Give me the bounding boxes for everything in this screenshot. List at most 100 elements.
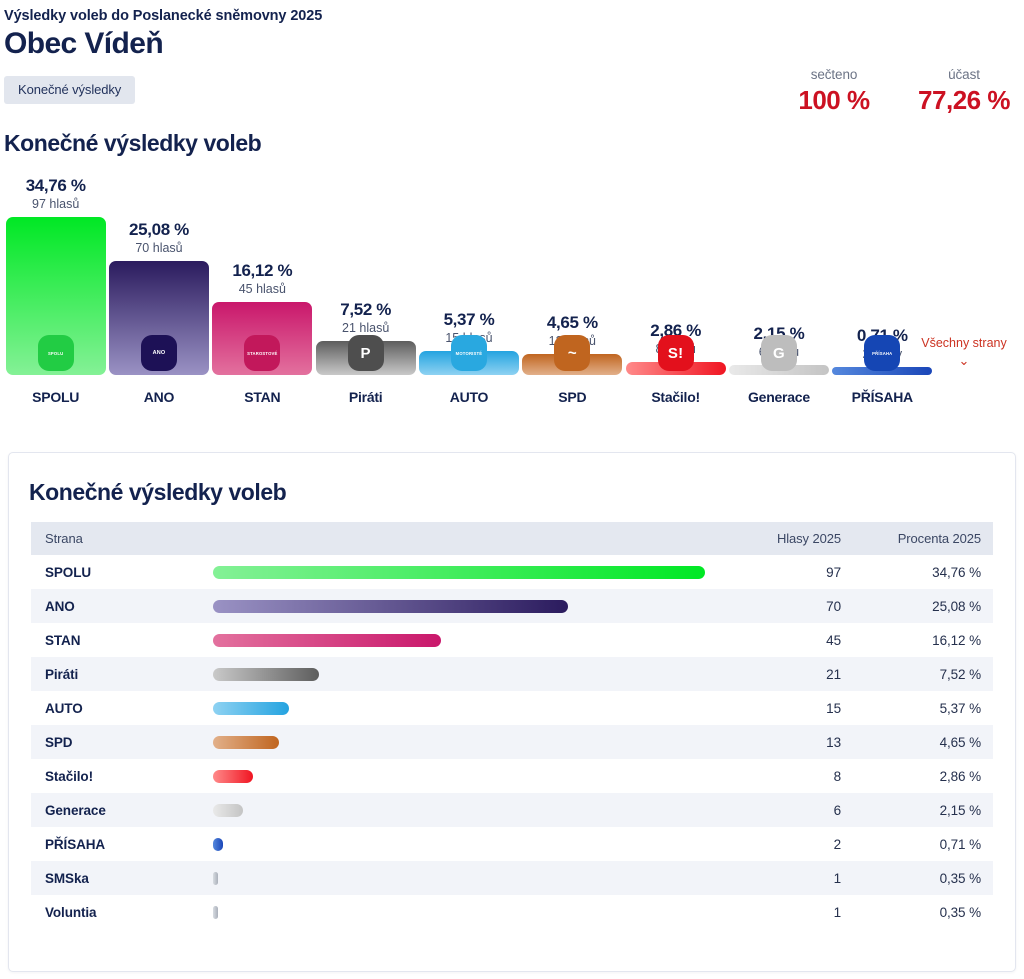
row-bar-shape — [213, 804, 243, 817]
cell-percent: 4,65 % — [853, 725, 993, 759]
party-logo-psaha-icon: PŘÍSAHA — [864, 335, 900, 371]
table-row[interactable]: PŘÍSAHA 20,71 % — [31, 827, 993, 861]
cell-party-name: AUTO — [31, 691, 201, 725]
cell-party-name: ANO — [31, 589, 201, 623]
bar-percent-label: 7,52 % — [314, 300, 417, 319]
header-stats: sečteno 100 % účast 77,26 % — [788, 68, 1010, 114]
chart-bar-spd[interactable]: 4,65 %13 hlasů~ — [521, 167, 624, 375]
bar-shape: S! — [626, 362, 726, 375]
bar-shape: STAROSTOVÉ — [212, 302, 312, 375]
table-row[interactable]: Generace62,15 % — [31, 793, 993, 827]
cell-percent: 16,12 % — [853, 623, 993, 657]
bar-percent-label: 34,76 % — [4, 176, 107, 195]
table-row[interactable]: ANO7025,08 % — [31, 589, 993, 623]
party-logo-spd-icon: ~ — [554, 335, 590, 371]
bar-label-group: 34,76 % 97 hlasů — [4, 176, 107, 211]
chart-bar-generace[interactable]: 2,15 %6 hlasůG — [727, 167, 830, 375]
row-bar-shape — [213, 872, 218, 885]
cell-percent: 34,76 % — [853, 555, 993, 589]
table-row[interactable]: Piráti217,52 % — [31, 657, 993, 691]
table-row[interactable]: Voluntia 10,35 % — [31, 895, 993, 929]
table-row[interactable]: STAN4516,12 % — [31, 623, 993, 657]
page-kicker: Výsledky voleb do Poslanecké sněmovny 20… — [4, 6, 1012, 24]
axis-label-spd: SPD — [521, 389, 624, 405]
results-table: Strana Hlasy 2025 Procenta 2025 SPOLU 973… — [31, 522, 993, 929]
stat-counted-label: sečteno — [788, 68, 880, 83]
chart-section: Konečné výsledky voleb 34,76 %97 hlasůSP… — [0, 130, 1024, 440]
cell-bar — [201, 759, 723, 793]
chart-bar-pirti[interactable]: 7,52 % 21 hlasůP — [314, 167, 417, 375]
table-row[interactable]: SPOLU 9734,76 % — [31, 555, 993, 589]
cell-bar — [201, 725, 723, 759]
party-logo-pirti-icon: P — [348, 335, 384, 371]
table-header-row: Strana Hlasy 2025 Procenta 2025 — [31, 522, 993, 555]
cell-percent: 0,35 % — [853, 861, 993, 895]
bar-votes-label: 97 hlasů — [4, 197, 107, 211]
axis-label-psaha: PŘÍSAHA — [831, 389, 934, 405]
bar-percent-label: 25,08 % — [107, 220, 210, 239]
bar-votes-label: 45 hlasů — [211, 282, 314, 296]
status-badge: Konečné výsledky — [4, 76, 135, 104]
cell-percent: 0,71 % — [853, 827, 993, 861]
axis-label-ano: ANO — [107, 389, 210, 405]
cell-party-name: PŘÍSAHA — [31, 827, 201, 861]
cell-votes: 8 — [723, 759, 853, 793]
chart-bar-stailo[interactable]: 2,86 %8 hlasůS! — [624, 167, 727, 375]
cell-votes: 97 — [723, 555, 853, 589]
cell-percent: 0,35 % — [853, 895, 993, 929]
all-parties-label: Všechny strany — [921, 336, 1006, 350]
chart-bar-auto[interactable]: 5,37 %15 hlasůMOTORISTÉ — [417, 167, 520, 375]
cell-bar — [201, 861, 723, 895]
bar-percent-label: 16,12 % — [211, 261, 314, 280]
axis-label-stan: STAN — [211, 389, 314, 405]
cell-votes: 15 — [723, 691, 853, 725]
party-logo-ano-icon: ANO — [141, 335, 177, 371]
table-row[interactable]: Stačilo!82,86 % — [31, 759, 993, 793]
all-parties-toggle[interactable]: Všechny strany ⌄ — [912, 336, 1016, 369]
bar-shape: ANO — [109, 261, 209, 375]
th-percent: Procenta 2025 — [853, 522, 993, 555]
cell-percent: 5,37 % — [853, 691, 993, 725]
chart-bars: 34,76 %97 hlasůSPOLU25,08 %70 hlasůANO16… — [4, 167, 934, 375]
bar-votes-label: 21 hlasů — [314, 321, 417, 335]
results-table-card: Konečné výsledky voleb Strana Hlasy 2025… — [8, 452, 1016, 972]
th-party: Strana — [31, 522, 201, 555]
party-logo-stailo-icon: S! — [658, 335, 694, 371]
page-title: Obec Vídeň — [4, 28, 1012, 60]
cell-votes: 2 — [723, 827, 853, 861]
election-results-page: Výsledky voleb do Poslanecké sněmovny 20… — [0, 0, 1024, 979]
row-bar-shape — [213, 736, 279, 749]
cell-bar — [201, 691, 723, 725]
chart-bar-ano[interactable]: 25,08 % 70 hlasů ANO — [107, 167, 210, 375]
row-bar-shape — [213, 566, 705, 579]
cell-votes: 1 — [723, 895, 853, 929]
cell-bar — [201, 589, 723, 623]
cell-bar — [201, 555, 723, 589]
cell-party-name: Generace — [31, 793, 201, 827]
bar-votes-label: 70 hlasů — [107, 241, 210, 255]
page-header: Výsledky voleb do Poslanecké sněmovny 20… — [0, 0, 1024, 130]
table-row[interactable]: AUTO 155,37 % — [31, 691, 993, 725]
chart-bar-stan[interactable]: 16,12 % 45 hlasů STAROSTOVÉ — [211, 167, 314, 375]
cell-party-name: Voluntia — [31, 895, 201, 929]
cell-party-name: SMSka — [31, 861, 201, 895]
cell-votes: 1 — [723, 861, 853, 895]
stat-turnout-value: 77,26 % — [918, 86, 1010, 115]
cell-party-name: STAN — [31, 623, 201, 657]
bar-shape: MOTORISTÉ — [419, 351, 519, 375]
table-row[interactable]: SPD134,65 % — [31, 725, 993, 759]
bar-label-group: 16,12 % 45 hlasů — [211, 261, 314, 296]
stat-turnout: účast 77,26 % — [918, 68, 1010, 114]
party-logo-stan-icon: STAROSTOVÉ — [244, 335, 280, 371]
row-bar-shape — [213, 838, 223, 851]
stat-turnout-label: účast — [918, 68, 1010, 83]
bar-percent-label: 5,37 % — [417, 310, 520, 329]
th-bar — [201, 522, 723, 555]
table-row[interactable]: SMSka 10,35 % — [31, 861, 993, 895]
bar-shape: ~ — [522, 354, 622, 375]
cell-party-name: SPOLU — [31, 555, 201, 589]
table-body: SPOLU9734,76 %ANO7025,08 %STAN4516,12 %P… — [31, 555, 993, 929]
chart-area: 34,76 %97 hlasůSPOLU25,08 %70 hlasůANO16… — [4, 163, 1020, 421]
chart-bar-spolu[interactable]: 34,76 %97 hlasůSPOLU — [4, 167, 107, 375]
table-head: Strana Hlasy 2025 Procenta 2025 — [31, 522, 993, 555]
